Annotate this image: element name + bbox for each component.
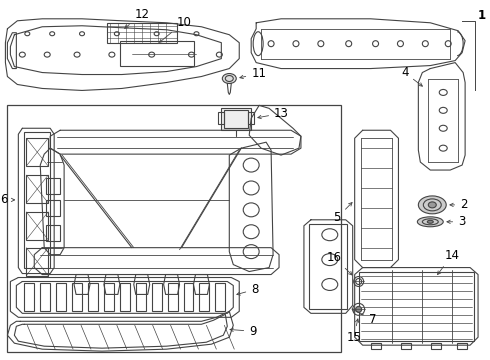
Bar xyxy=(370,343,381,349)
Text: 2: 2 xyxy=(450,198,467,211)
Text: 16: 16 xyxy=(326,251,352,275)
Bar xyxy=(24,132,50,267)
Text: 7: 7 xyxy=(352,309,376,326)
Ellipse shape xyxy=(222,73,236,84)
Bar xyxy=(107,23,176,43)
Bar xyxy=(56,283,66,311)
Text: 11: 11 xyxy=(240,67,266,80)
Bar xyxy=(199,283,209,311)
Bar xyxy=(431,343,441,349)
Text: 8: 8 xyxy=(237,283,259,296)
Ellipse shape xyxy=(428,202,436,208)
Bar xyxy=(46,178,60,194)
Bar xyxy=(46,200,60,216)
Bar xyxy=(26,138,48,166)
Bar xyxy=(24,283,34,311)
Bar xyxy=(457,343,467,349)
Bar xyxy=(401,343,412,349)
Text: 6: 6 xyxy=(0,193,15,206)
Text: 5: 5 xyxy=(333,203,352,224)
Text: 15: 15 xyxy=(346,319,361,344)
Text: 13: 13 xyxy=(258,107,289,120)
Bar xyxy=(221,108,251,130)
Ellipse shape xyxy=(418,196,446,214)
Bar xyxy=(359,271,474,341)
Bar xyxy=(168,283,177,311)
Bar xyxy=(46,225,60,241)
Bar xyxy=(309,224,347,309)
Text: 3: 3 xyxy=(447,215,465,228)
Bar xyxy=(224,111,248,128)
Bar xyxy=(26,248,48,275)
Bar xyxy=(26,212,48,240)
Ellipse shape xyxy=(417,217,443,227)
Bar xyxy=(120,283,130,311)
Bar xyxy=(184,283,194,311)
Ellipse shape xyxy=(356,306,362,312)
Text: 9: 9 xyxy=(230,325,257,338)
Text: 12: 12 xyxy=(124,8,149,28)
Ellipse shape xyxy=(427,220,433,223)
Text: 1: 1 xyxy=(478,9,486,22)
Bar xyxy=(216,283,225,311)
Bar xyxy=(88,283,98,311)
Bar xyxy=(152,283,162,311)
Text: 14: 14 xyxy=(438,249,460,275)
Text: 4: 4 xyxy=(401,66,422,86)
Bar xyxy=(104,283,114,311)
Bar xyxy=(7,105,341,352)
Bar xyxy=(136,283,146,311)
Bar xyxy=(72,283,82,311)
Bar xyxy=(248,112,254,124)
Bar xyxy=(120,41,195,66)
Bar xyxy=(219,112,224,124)
Bar xyxy=(26,175,48,203)
Bar xyxy=(40,283,50,311)
Text: 10: 10 xyxy=(160,16,192,42)
